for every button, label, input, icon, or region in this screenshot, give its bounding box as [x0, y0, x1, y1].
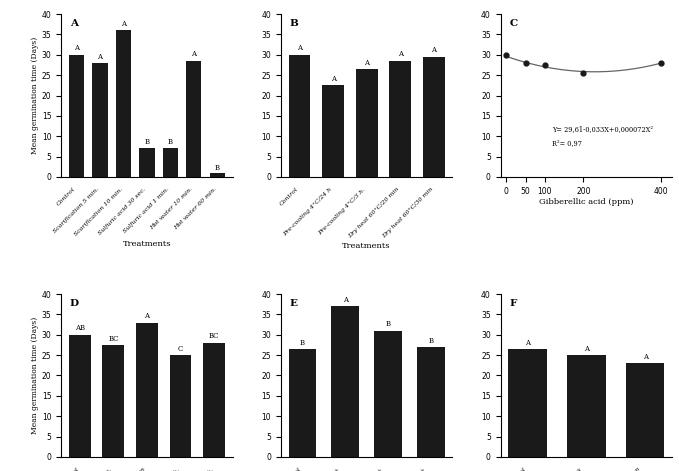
Bar: [389, 61, 411, 177]
Bar: [323, 85, 344, 177]
Text: A: A: [364, 58, 369, 66]
Bar: [116, 31, 131, 177]
X-axis label: Gibberellic acid (ppm): Gibberellic acid (ppm): [539, 198, 634, 206]
Bar: [139, 148, 155, 177]
Bar: [136, 323, 158, 457]
X-axis label: Treatments: Treatments: [342, 242, 391, 250]
Text: B: B: [215, 163, 220, 171]
Text: D: D: [70, 299, 79, 308]
Text: A: A: [584, 345, 589, 353]
Bar: [374, 331, 402, 457]
Y-axis label: Mean germination time (Days): Mean germination time (Days): [31, 317, 39, 434]
Text: B: B: [386, 320, 390, 328]
Bar: [417, 347, 445, 457]
Text: BC: BC: [209, 333, 219, 341]
Text: Y= 29,61-0,033X+0,000072X²: Y= 29,61-0,033X+0,000072X²: [552, 125, 653, 133]
Bar: [423, 57, 445, 177]
Bar: [289, 55, 310, 177]
Text: B: B: [289, 19, 298, 28]
Text: A: A: [398, 50, 403, 58]
Text: A: A: [70, 19, 77, 28]
Bar: [186, 61, 202, 177]
Text: B: B: [168, 138, 173, 146]
Y-axis label: Mean germination time (Days): Mean germination time (Days): [31, 37, 39, 154]
Text: A: A: [431, 47, 437, 55]
Bar: [356, 69, 378, 177]
Text: A: A: [343, 296, 348, 304]
Text: A: A: [643, 353, 648, 361]
Bar: [567, 355, 606, 457]
Bar: [92, 63, 108, 177]
Text: A: A: [145, 312, 149, 320]
Text: E: E: [289, 299, 297, 308]
X-axis label: Treatments: Treatments: [123, 240, 171, 248]
Text: AB: AB: [75, 325, 85, 333]
Bar: [331, 306, 359, 457]
Bar: [163, 148, 178, 177]
Bar: [509, 349, 547, 457]
Bar: [203, 343, 225, 457]
Text: C: C: [509, 19, 517, 28]
Text: A: A: [331, 75, 335, 83]
Text: B: B: [145, 138, 149, 146]
Text: B: B: [300, 339, 305, 347]
Bar: [210, 173, 225, 177]
Text: A: A: [525, 339, 530, 347]
Text: A: A: [191, 50, 196, 58]
Bar: [289, 349, 316, 457]
Text: R²= 0,97: R²= 0,97: [552, 139, 582, 147]
Bar: [170, 355, 191, 457]
Text: A: A: [98, 53, 103, 60]
Bar: [103, 345, 124, 457]
Bar: [69, 335, 91, 457]
Text: A: A: [297, 44, 302, 52]
Text: C: C: [178, 345, 183, 353]
Text: A: A: [74, 44, 79, 52]
Bar: [626, 363, 665, 457]
Text: A: A: [121, 20, 126, 28]
Text: B: B: [428, 337, 433, 345]
Text: F: F: [509, 299, 517, 308]
Text: BC: BC: [108, 334, 119, 342]
Bar: [69, 55, 84, 177]
